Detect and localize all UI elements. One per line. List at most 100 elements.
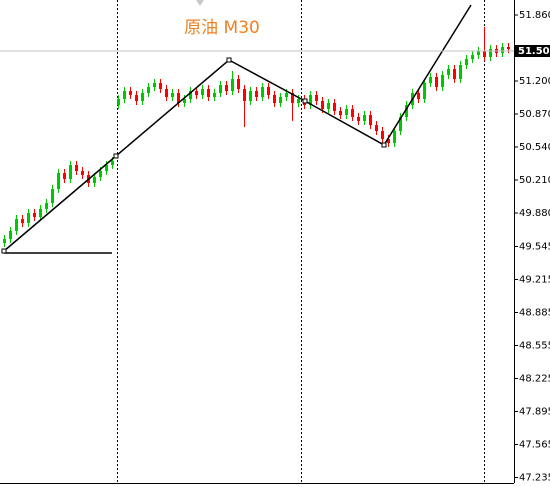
anchor <box>381 142 387 148</box>
candle-body <box>33 213 36 217</box>
candle-body <box>21 219 24 223</box>
candle-body <box>333 103 336 111</box>
candle-body <box>153 83 156 87</box>
last-price-label: 51.500 <box>518 46 550 57</box>
anchor <box>113 153 119 159</box>
candle-body <box>255 91 258 97</box>
candle-body <box>213 93 216 97</box>
candle-body <box>369 115 372 125</box>
candle-body <box>465 59 468 65</box>
candle-body <box>189 91 192 99</box>
y-tick-label: 50.210 <box>519 175 550 186</box>
candle-body <box>105 165 108 171</box>
candle-body <box>435 77 438 87</box>
candle-body <box>405 105 408 117</box>
candle-body <box>351 109 354 117</box>
candle-body <box>447 69 450 75</box>
candle-body <box>231 79 234 91</box>
candle-body <box>195 91 198 95</box>
candle-body <box>9 231 12 239</box>
y-tick-label: 51.860 <box>519 10 550 21</box>
candle-body <box>375 125 378 131</box>
candle-body <box>75 165 78 171</box>
anchor <box>302 98 308 104</box>
candle-body <box>429 77 432 83</box>
candle-body <box>501 47 504 53</box>
candle-body <box>51 189 54 203</box>
candle-body <box>3 239 6 243</box>
candle-body <box>27 213 30 223</box>
zigzag-drawing <box>1 4 472 254</box>
candle-body <box>243 89 246 101</box>
candle-body <box>459 65 462 79</box>
chart-title: 原油 M30 <box>184 18 260 38</box>
candle-body <box>117 99 120 105</box>
candle-body <box>57 173 60 189</box>
candle-body <box>321 101 324 109</box>
anchor <box>226 57 232 63</box>
candle-body <box>507 47 510 49</box>
candle-body <box>387 139 390 143</box>
y-tick-label: 49.545 <box>519 242 550 253</box>
candle-body <box>147 87 150 93</box>
y-tick-label: 47.895 <box>519 407 550 418</box>
candle-body <box>279 97 282 103</box>
candle-body <box>63 173 66 179</box>
y-tick-label: 47.565 <box>519 440 550 451</box>
candle-body <box>135 95 138 101</box>
candle-body <box>15 219 18 231</box>
candle-body <box>399 117 402 131</box>
candle-body <box>93 177 96 183</box>
candle-body <box>207 89 210 97</box>
candle-body <box>81 171 84 175</box>
anchor <box>1 248 7 254</box>
candle-body <box>489 49 492 57</box>
candle-body <box>123 91 126 99</box>
candle-body <box>339 111 342 115</box>
candle-body <box>39 209 42 217</box>
candle-body <box>225 85 228 91</box>
candle-body <box>381 131 384 139</box>
candle-body <box>69 165 72 179</box>
candle-body <box>327 103 330 109</box>
candle-body <box>471 55 474 59</box>
y-tick-label: 48.885 <box>519 308 550 319</box>
candle-body <box>285 93 288 97</box>
candle-body <box>309 95 312 105</box>
candle-body <box>291 93 294 103</box>
y-tick-label: 48.555 <box>519 341 550 352</box>
candle-body <box>423 83 426 99</box>
candle-body <box>261 87 264 97</box>
candle-body <box>201 89 204 95</box>
y-tick-label: 50.540 <box>519 142 550 153</box>
candle-body <box>219 85 222 93</box>
candle-body <box>165 89 168 97</box>
candle-body <box>177 93 180 103</box>
candle-body <box>393 131 396 143</box>
last-price-box <box>515 45 550 57</box>
candle-body <box>249 91 252 101</box>
separators <box>117 0 485 483</box>
candle-body <box>441 75 444 87</box>
y-tick-label: 50.870 <box>519 109 550 120</box>
candle-body <box>159 83 162 89</box>
candle-body <box>129 91 132 95</box>
candle-body <box>111 161 114 165</box>
candle-body <box>141 93 144 101</box>
candle-body <box>171 93 174 97</box>
candle-body <box>363 115 366 121</box>
candle-body <box>183 99 186 103</box>
candle-body <box>345 109 348 115</box>
zigzag-line <box>3 4 472 252</box>
candle-body <box>477 51 480 55</box>
candle-body <box>315 95 318 101</box>
y-tick-label: 49.880 <box>519 208 550 219</box>
candle-body <box>297 99 300 103</box>
y-tick-label: 49.215 <box>519 275 550 286</box>
y-tick-label: 48.225 <box>519 374 550 385</box>
candle-body <box>357 117 360 121</box>
y-tick-label: 51.200 <box>519 76 550 87</box>
candle-body <box>483 51 486 57</box>
